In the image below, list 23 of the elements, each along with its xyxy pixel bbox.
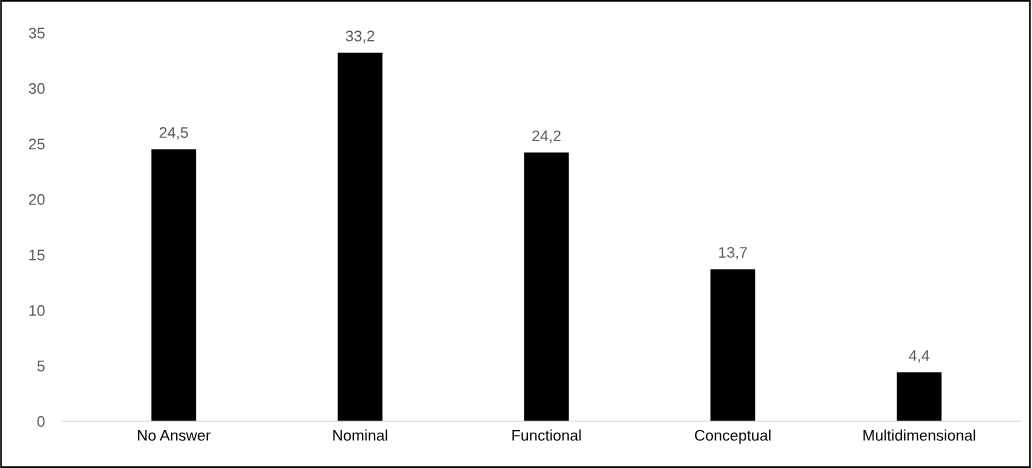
y-tick-label: 0 bbox=[37, 416, 45, 427]
data-label: 13,7 bbox=[719, 246, 747, 260]
bar bbox=[337, 52, 383, 422]
y-tick-label: 35 bbox=[28, 27, 45, 39]
y-tick-label: 10 bbox=[29, 305, 45, 316]
data-label: 24,5 bbox=[159, 127, 188, 140]
x-tick-label: Conceptual bbox=[694, 429, 771, 444]
data-label: 33,2 bbox=[345, 30, 375, 44]
data-label: 24,2 bbox=[532, 130, 561, 144]
x-tick-label: Nominal bbox=[333, 429, 388, 441]
x-tick-label: Multidimensional bbox=[863, 429, 976, 441]
y-tick-label: 30 bbox=[28, 83, 45, 94]
x-tick-label: Functional bbox=[512, 429, 581, 441]
bar bbox=[896, 372, 942, 422]
y-tick-label: 25 bbox=[29, 138, 45, 150]
y-tick-label: 15 bbox=[29, 249, 45, 261]
bar bbox=[524, 152, 569, 422]
bar bbox=[151, 149, 197, 422]
x-tick-label: No Answer bbox=[138, 430, 211, 441]
y-tick-label: 20 bbox=[29, 194, 45, 205]
data-label: 4,4 bbox=[908, 350, 930, 363]
bar bbox=[710, 269, 756, 422]
y-tick-label: 5 bbox=[37, 360, 45, 372]
